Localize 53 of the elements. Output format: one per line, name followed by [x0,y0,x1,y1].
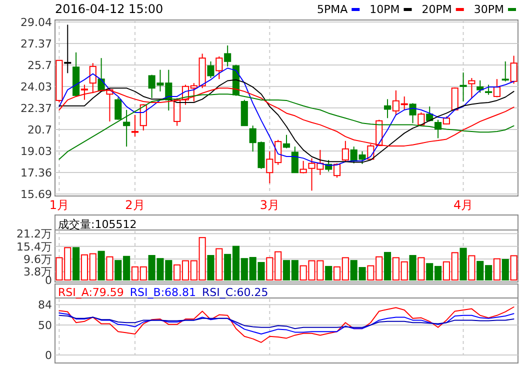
line-series [58,306,514,343]
bar [325,266,332,280]
series-label: RSI_C:60.25 [202,286,268,299]
x-tick-label: 2月 [125,198,145,212]
y-tick-label: 19.03 [20,144,52,158]
y-tick-label: 22.37 [20,102,52,115]
series-label: RSI_A:79.59 [58,286,124,299]
candlestick [384,98,392,119]
line-series [58,79,514,163]
candlestick [224,44,232,67]
bar [409,255,416,280]
y-tick-label: 29.04 [20,16,52,29]
bar [216,248,223,280]
line-series [58,314,514,330]
y-tick-label: 0 [45,274,52,287]
y-tick-label: 20.7 [28,123,52,136]
bar [510,255,518,280]
legend-label: 5PMA [316,3,348,16]
candlestick [460,72,467,102]
candlestick [468,78,476,99]
y-tick-label: 27.37 [20,38,52,51]
bar [460,248,467,280]
y-tick-label: 17.36 [20,166,52,180]
bar [106,256,114,280]
legend-label: 30PM [474,3,504,16]
y-tick-label: 25.7 [28,59,52,72]
chart-title: 2016-04-12 15:00 [55,2,164,16]
series-label: RSI_B:68.81 [130,286,196,299]
bar [384,252,392,280]
legend-label: 10PM [370,3,400,16]
y-tick-label: 24.03 [20,80,52,94]
y-tick-label: 84 [38,298,52,312]
y-tick-label: 21.2万 [16,228,52,241]
legend-label: 20PM [422,3,452,16]
y-tick-label: 15.69 [20,188,52,201]
text: 成交量:105512 [58,218,137,231]
bar [468,255,476,280]
x-tick-label: 4月 [453,198,474,212]
bar [98,250,105,280]
y-tick-label: 15.4万 [16,240,52,254]
y-tick-label: 0 [45,349,52,362]
bar [502,258,509,280]
bar [418,257,425,280]
y-tick-label: 50 [38,319,52,332]
bar [207,255,214,280]
x-tick-label: 1月 [49,198,70,212]
line-series [58,312,514,334]
candlestick [123,109,130,148]
candlestick [282,134,290,149]
y-tick-label: 9.6万 [24,253,52,266]
bar [493,258,500,280]
x-tick-label: 3月 [260,198,280,212]
bar [72,247,80,280]
